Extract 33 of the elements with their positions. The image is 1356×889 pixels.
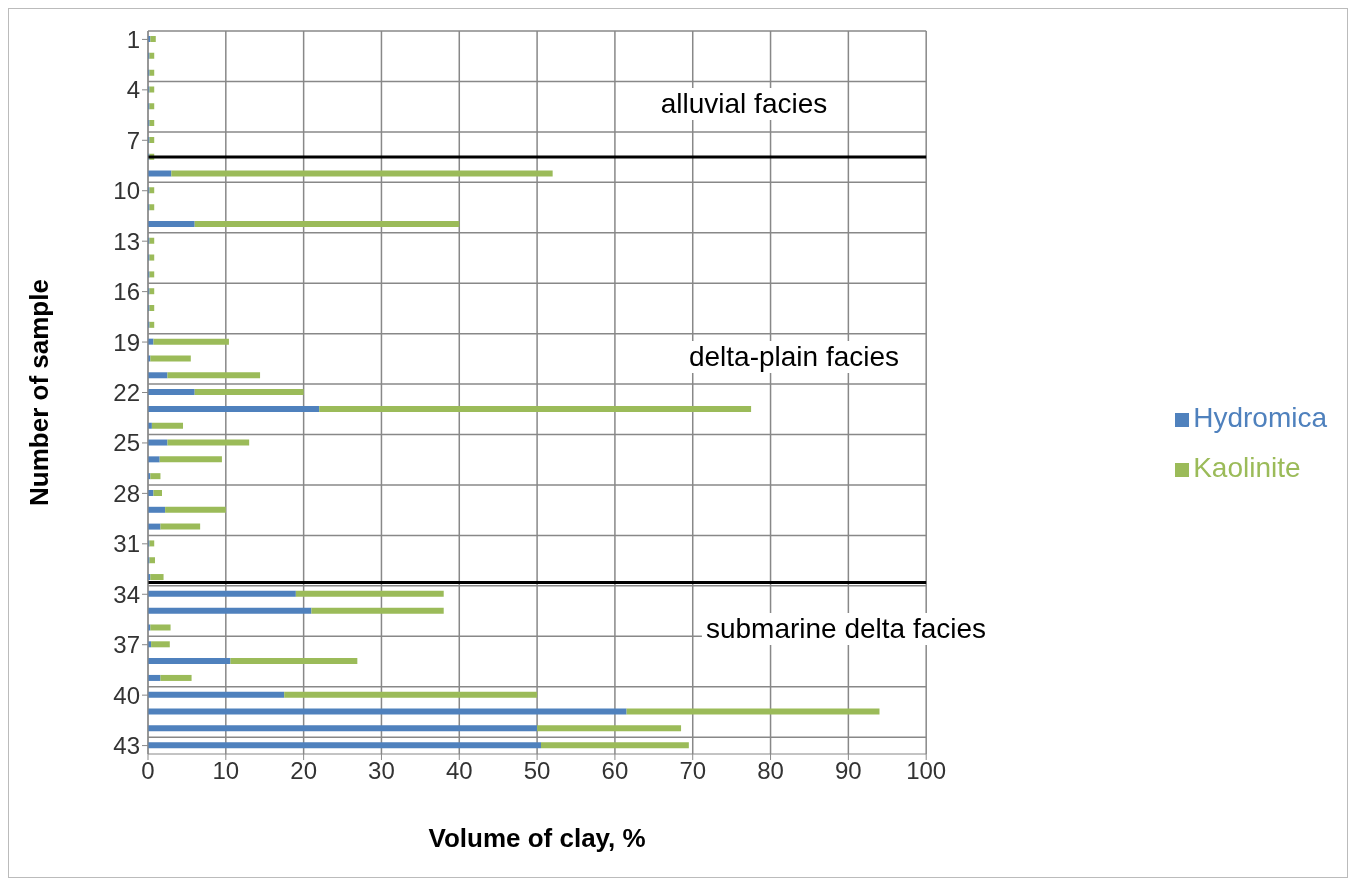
- y-tick-label: 34: [113, 580, 140, 608]
- x-tick-label: 10: [212, 757, 240, 785]
- x-tick-label: 30: [368, 757, 395, 785]
- x-tick-label: 0: [141, 757, 155, 785]
- x-tick-label: 20: [290, 757, 317, 785]
- annotation: submarine delta facies: [701, 613, 991, 645]
- legend-label: Hydromica: [1193, 402, 1327, 433]
- y-tick-label: 10: [113, 177, 140, 205]
- y-tick-label: 31: [113, 530, 140, 558]
- x-tick-label: 80: [757, 757, 784, 785]
- y-tick-label: 16: [113, 278, 140, 306]
- y-tick-label: 7: [126, 126, 140, 154]
- y-tick-label: 40: [113, 681, 140, 709]
- y-tick-label: 28: [113, 479, 140, 507]
- x-tick-label: 100: [906, 757, 947, 785]
- y-tick-label: 37: [113, 631, 140, 659]
- y-tick-label: 25: [113, 429, 140, 457]
- x-tick-label: 60: [601, 757, 629, 785]
- y-tick-label: 13: [113, 227, 140, 255]
- y-axis-title: Number of sample: [24, 279, 55, 506]
- y-tick-label: 4: [126, 76, 140, 104]
- x-tick-label: 40: [445, 757, 473, 785]
- x-tick-label: 70: [679, 757, 707, 785]
- legend-label: Kaolinite: [1193, 452, 1301, 483]
- y-tick-label: 43: [113, 732, 140, 760]
- y-tick-label: 1: [126, 25, 140, 53]
- annotation: alluvial facies: [656, 88, 832, 120]
- annotation: delta-plain facies: [684, 341, 904, 373]
- x-axis-title: Volume of clay, %: [428, 823, 646, 853]
- y-tick-label: 19: [113, 328, 140, 356]
- x-tick-label: 50: [523, 757, 551, 785]
- x-tick-label: 90: [835, 757, 862, 785]
- y-tick-label: 22: [113, 379, 140, 407]
